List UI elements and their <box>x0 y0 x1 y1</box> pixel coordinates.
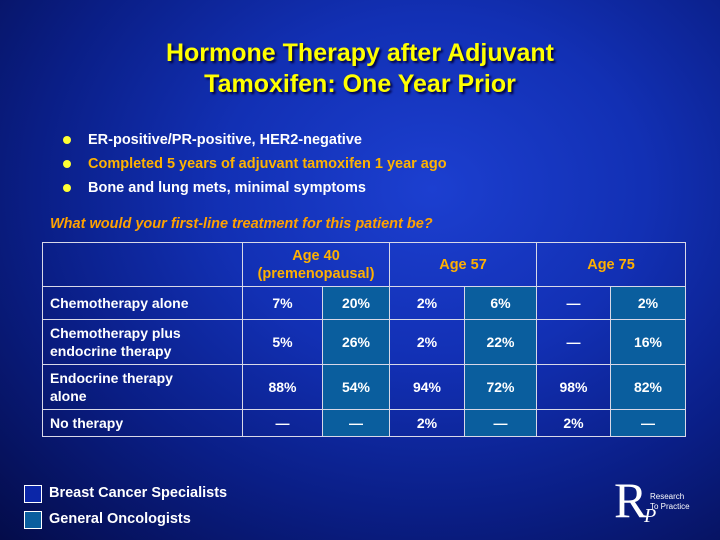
slide-title: Hormone Therapy after Adjuvant Tamoxifen… <box>0 38 720 100</box>
cell-general: 82% <box>610 364 686 410</box>
bullet-dot-icon <box>63 184 71 192</box>
title-line-1: Hormone Therapy after Adjuvant <box>165 39 555 67</box>
row-label: Chemotherapy plus endocrine therapy <box>42 319 243 365</box>
cell-general: 20% <box>322 286 390 320</box>
cell-specialist: 7% <box>242 286 323 320</box>
logo-letter-r: R <box>614 472 648 528</box>
bullet-item: ER-positive/PR-positive, HER2-negative <box>60 128 447 152</box>
rtp-logo: R P Research To Practice <box>612 474 712 534</box>
table-row: Chemotherapy plus endocrine therapy 5% 2… <box>42 319 686 365</box>
cell-specialist: — <box>536 319 611 365</box>
bullet-text: Bone and lung mets, minimal symptoms <box>88 180 366 196</box>
cell-general: 2% <box>610 286 686 320</box>
row-label: No therapy <box>42 409 243 437</box>
row-label: Endocrine therapy alone <box>42 364 243 410</box>
header-age-75: Age 75 <box>536 242 686 287</box>
results-table: Age 40 (premenopausal) Age 57 Age 75 Che… <box>42 242 686 437</box>
row-label-line1: Chemotherapy plus <box>50 325 181 341</box>
legend-label: Breast Cancer Specialists <box>49 485 228 501</box>
question-text: What would your first-line treatment for… <box>50 216 433 232</box>
table-row: Chemotherapy alone 7% 20% 2% 6% — 2% <box>42 286 686 320</box>
cell-specialist: 5% <box>242 319 323 365</box>
legend-label: General Oncologists <box>49 511 191 527</box>
table-row: No therapy — — 2% — 2% — <box>42 409 686 437</box>
logo-text-line1: Research <box>650 492 685 501</box>
cell-specialist: 2% <box>389 319 465 365</box>
cell-general: 72% <box>464 364 537 410</box>
header-blank-cell <box>42 242 243 287</box>
cell-specialist: — <box>536 286 611 320</box>
logo-text-line2: To Practice <box>650 502 690 511</box>
cell-specialist: 2% <box>389 286 465 320</box>
cell-general: 6% <box>464 286 537 320</box>
cell-specialist: 94% <box>389 364 465 410</box>
cell-general: 16% <box>610 319 686 365</box>
bullet-item: Bone and lung mets, minimal symptoms <box>60 176 447 200</box>
bullet-dot-icon <box>63 136 71 144</box>
table-header-row: Age 40 (premenopausal) Age 57 Age 75 <box>42 242 686 287</box>
cell-general: 22% <box>464 319 537 365</box>
logo-text: Research To Practice <box>650 492 690 512</box>
row-label-line2: endocrine therapy <box>50 343 172 359</box>
cell-specialist: 98% <box>536 364 611 410</box>
header-age-57: Age 57 <box>389 242 537 287</box>
title-line-2: Tamoxifen: One Year Prior <box>204 70 516 98</box>
logo-letter-p: P <box>644 505 657 527</box>
header-age-40-line2: (premenopausal) <box>257 265 375 282</box>
row-label: Chemotherapy alone <box>42 286 243 320</box>
bullet-item: Completed 5 years of adjuvant tamoxifen … <box>60 152 447 176</box>
cell-general: 54% <box>322 364 390 410</box>
cell-general: — <box>610 409 686 437</box>
bullet-text: Completed 5 years of adjuvant tamoxifen … <box>88 156 447 172</box>
specialist-swatch-icon <box>24 485 42 503</box>
cell-general: — <box>464 409 537 437</box>
row-label-line1: Endocrine therapy <box>50 370 173 386</box>
cell-specialist: 2% <box>536 409 611 437</box>
bullet-text: ER-positive/PR-positive, HER2-negative <box>88 132 362 148</box>
cell-general: — <box>322 409 390 437</box>
general-swatch-icon <box>24 511 42 529</box>
bullet-list: ER-positive/PR-positive, HER2-negative C… <box>60 128 447 200</box>
cell-specialist: 88% <box>242 364 323 410</box>
header-age-40-line1: Age 40 <box>292 247 340 264</box>
bullet-dot-icon <box>63 160 71 168</box>
cell-specialist: — <box>242 409 323 437</box>
header-age-40: Age 40 (premenopausal) <box>242 242 390 287</box>
cell-specialist: 2% <box>389 409 465 437</box>
cell-general: 26% <box>322 319 390 365</box>
row-label-line2: alone <box>50 388 87 404</box>
table-row: Endocrine therapy alone 88% 54% 94% 72% … <box>42 364 686 410</box>
